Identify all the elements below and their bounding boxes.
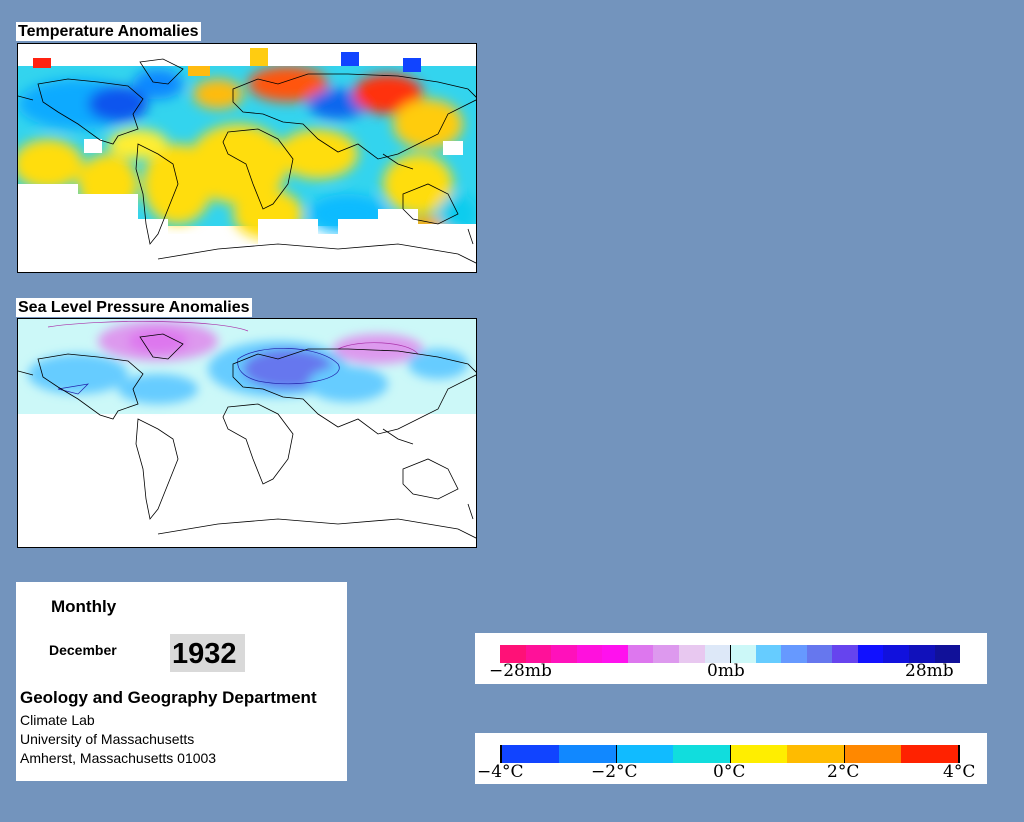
- temperature-legend-bar: [500, 745, 960, 763]
- temperature-legend-swatch: [559, 745, 616, 763]
- pressure-legend-label-zero: 0mb: [707, 661, 745, 681]
- pressure-legend-swatch: [653, 645, 679, 663]
- pressure-legend-swatch: [602, 645, 628, 663]
- pressure-legend-swatch: [934, 645, 961, 663]
- temperature-legend-swatch: [730, 745, 787, 763]
- pressure-legend-bar: [500, 645, 961, 663]
- temperature-legend-tick: [730, 745, 731, 763]
- pressure-legend-swatch: [576, 645, 603, 663]
- temperature-legend-swatch: [673, 745, 730, 763]
- pressure-legend-tick: [730, 645, 731, 663]
- pressure-legend-swatch: [755, 645, 782, 663]
- pressure-legend-swatch: [627, 645, 654, 663]
- pressure-legend-swatch: [909, 645, 935, 663]
- temperature-panel-title: Temperature Anomalies: [16, 22, 201, 41]
- pressure-legend: −28mb 0mb 28mb: [475, 633, 987, 684]
- period-label: Monthly: [51, 597, 117, 616]
- temperature-legend-label-plus4: 4°C: [943, 762, 976, 782]
- pressure-anomaly-map: [17, 318, 477, 548]
- university-label: University of Massachusetts: [20, 731, 195, 747]
- pressure-legend-swatch: [832, 645, 858, 663]
- pressure-legend-swatch: [704, 645, 731, 663]
- pressure-legend-swatch: [883, 645, 909, 663]
- pressure-panel-title: Sea Level Pressure Anomalies: [16, 298, 252, 317]
- year-box: 1932: [170, 634, 245, 672]
- temperature-legend-swatch: [616, 745, 673, 763]
- lab-label: Climate Lab: [20, 712, 95, 728]
- temperature-legend-swatch: [502, 745, 559, 763]
- temperature-legend-tick: [616, 745, 617, 763]
- temperature-legend-label-minus2: −2°C: [591, 762, 638, 782]
- pressure-legend-swatch: [806, 645, 833, 663]
- temperature-legend-label-zero: 0°C: [713, 762, 746, 782]
- department-label: Geology and Geography Department: [20, 688, 317, 707]
- pressure-legend-swatch: [500, 645, 526, 663]
- pressure-legend-swatch: [678, 645, 705, 663]
- pressure-legend-swatch: [781, 645, 807, 663]
- info-box: Monthly December 1932 Geology and Geogra…: [16, 582, 347, 781]
- pressure-legend-swatch: [730, 645, 756, 663]
- temperature-legend-tick: [844, 745, 845, 763]
- address-label: Amherst, Massachusetts 01003: [20, 750, 217, 766]
- month-label: December: [49, 642, 117, 658]
- temperature-map-graphic: [18, 44, 476, 272]
- temperature-legend: −4°C −2°C 0°C 2°C 4°C: [475, 733, 987, 784]
- pressure-legend-label-max: 28mb: [905, 661, 954, 681]
- pressure-legend-swatch: [551, 645, 577, 663]
- pressure-legend-label-min: −28mb: [489, 661, 552, 681]
- temperature-legend-swatch: [901, 745, 958, 763]
- temperature-legend-label-plus2: 2°C: [827, 762, 860, 782]
- year-label: 1932: [172, 638, 237, 670]
- pressure-map-graphic: [18, 319, 476, 547]
- pressure-legend-swatch: [857, 645, 884, 663]
- temperature-anomaly-map: [17, 43, 477, 273]
- temperature-legend-swatch: [844, 745, 901, 763]
- temperature-legend-label-minus4: −4°C: [477, 762, 524, 782]
- temperature-legend-swatch: [787, 745, 844, 763]
- pressure-legend-swatch: [525, 645, 552, 663]
